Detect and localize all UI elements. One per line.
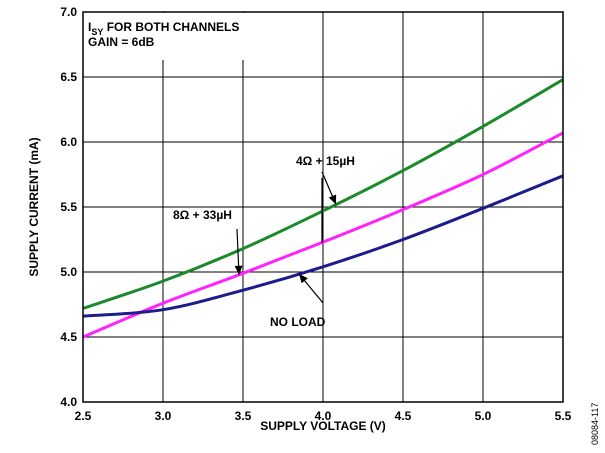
x-axis-title: SUPPLY VOLTAGE (V): [260, 419, 386, 433]
x-tick-label: 2.5: [75, 409, 92, 423]
y-tick-labels: 4.0 4.5 5.0 5.5 6.0 6.5 7.0: [60, 5, 77, 409]
series-lines: [82, 78, 564, 339]
annotations: 4Ω + 15µH 8Ω + 33µH NO LOAD: [173, 154, 355, 329]
condition-line-1-rest: FOR BOTH CHANNELS: [103, 20, 239, 34]
x-tick-label: 4.5: [395, 409, 412, 423]
series-line-8ohm-33uh: [82, 131, 564, 339]
condition-line-1: ISY FOR BOTH CHANNELS: [88, 20, 239, 37]
x-tick-label: 3.5: [235, 409, 252, 423]
annotation-label: 4Ω + 15µH: [296, 154, 355, 168]
y-tick-label: 5.5: [60, 200, 77, 214]
x-tick-label: 5.0: [475, 409, 492, 423]
y-tick-label: 6.0: [60, 135, 77, 149]
condition-box-bg: [84, 13, 312, 60]
y-tick-label: 7.0: [60, 5, 77, 19]
plot-frame: [82, 11, 564, 403]
series-line-no-load: [82, 174, 564, 318]
x-tick-labels: 2.5 3.0 3.5 4.0 4.5 5.0 5.5: [75, 409, 572, 423]
annotation-arrowhead: [299, 273, 308, 284]
annotation-label: 8Ω + 33µH: [173, 208, 232, 222]
annotation-label: NO LOAD: [270, 315, 326, 329]
grid: [83, 12, 563, 402]
y-tick-label: 4.5: [60, 330, 77, 344]
x-tick-label: 5.5: [555, 409, 572, 423]
y-tick-label: 6.5: [60, 70, 77, 84]
y-tick-label: 4.0: [60, 395, 77, 409]
y-tick-label: 5.0: [60, 265, 77, 279]
series-line-4ohm-15uh: [82, 78, 564, 310]
annotation-arrowhead: [234, 265, 243, 275]
condition-line-1-sub: SY: [91, 27, 103, 37]
y-axis-title: SUPPLY CURRENT (mA): [27, 137, 41, 276]
condition-line-2: GAIN = 6dB: [88, 35, 155, 49]
condition-line-1-main: I: [88, 20, 91, 34]
condition-box: ISY FOR BOTH CHANNELS GAIN = 6dB: [84, 13, 312, 60]
figure-id: 08084-117: [590, 403, 600, 445]
annotation-arrowhead: [328, 194, 337, 205]
x-tick-label: 4.0: [315, 409, 332, 423]
x-tick-label: 3.0: [155, 409, 172, 423]
